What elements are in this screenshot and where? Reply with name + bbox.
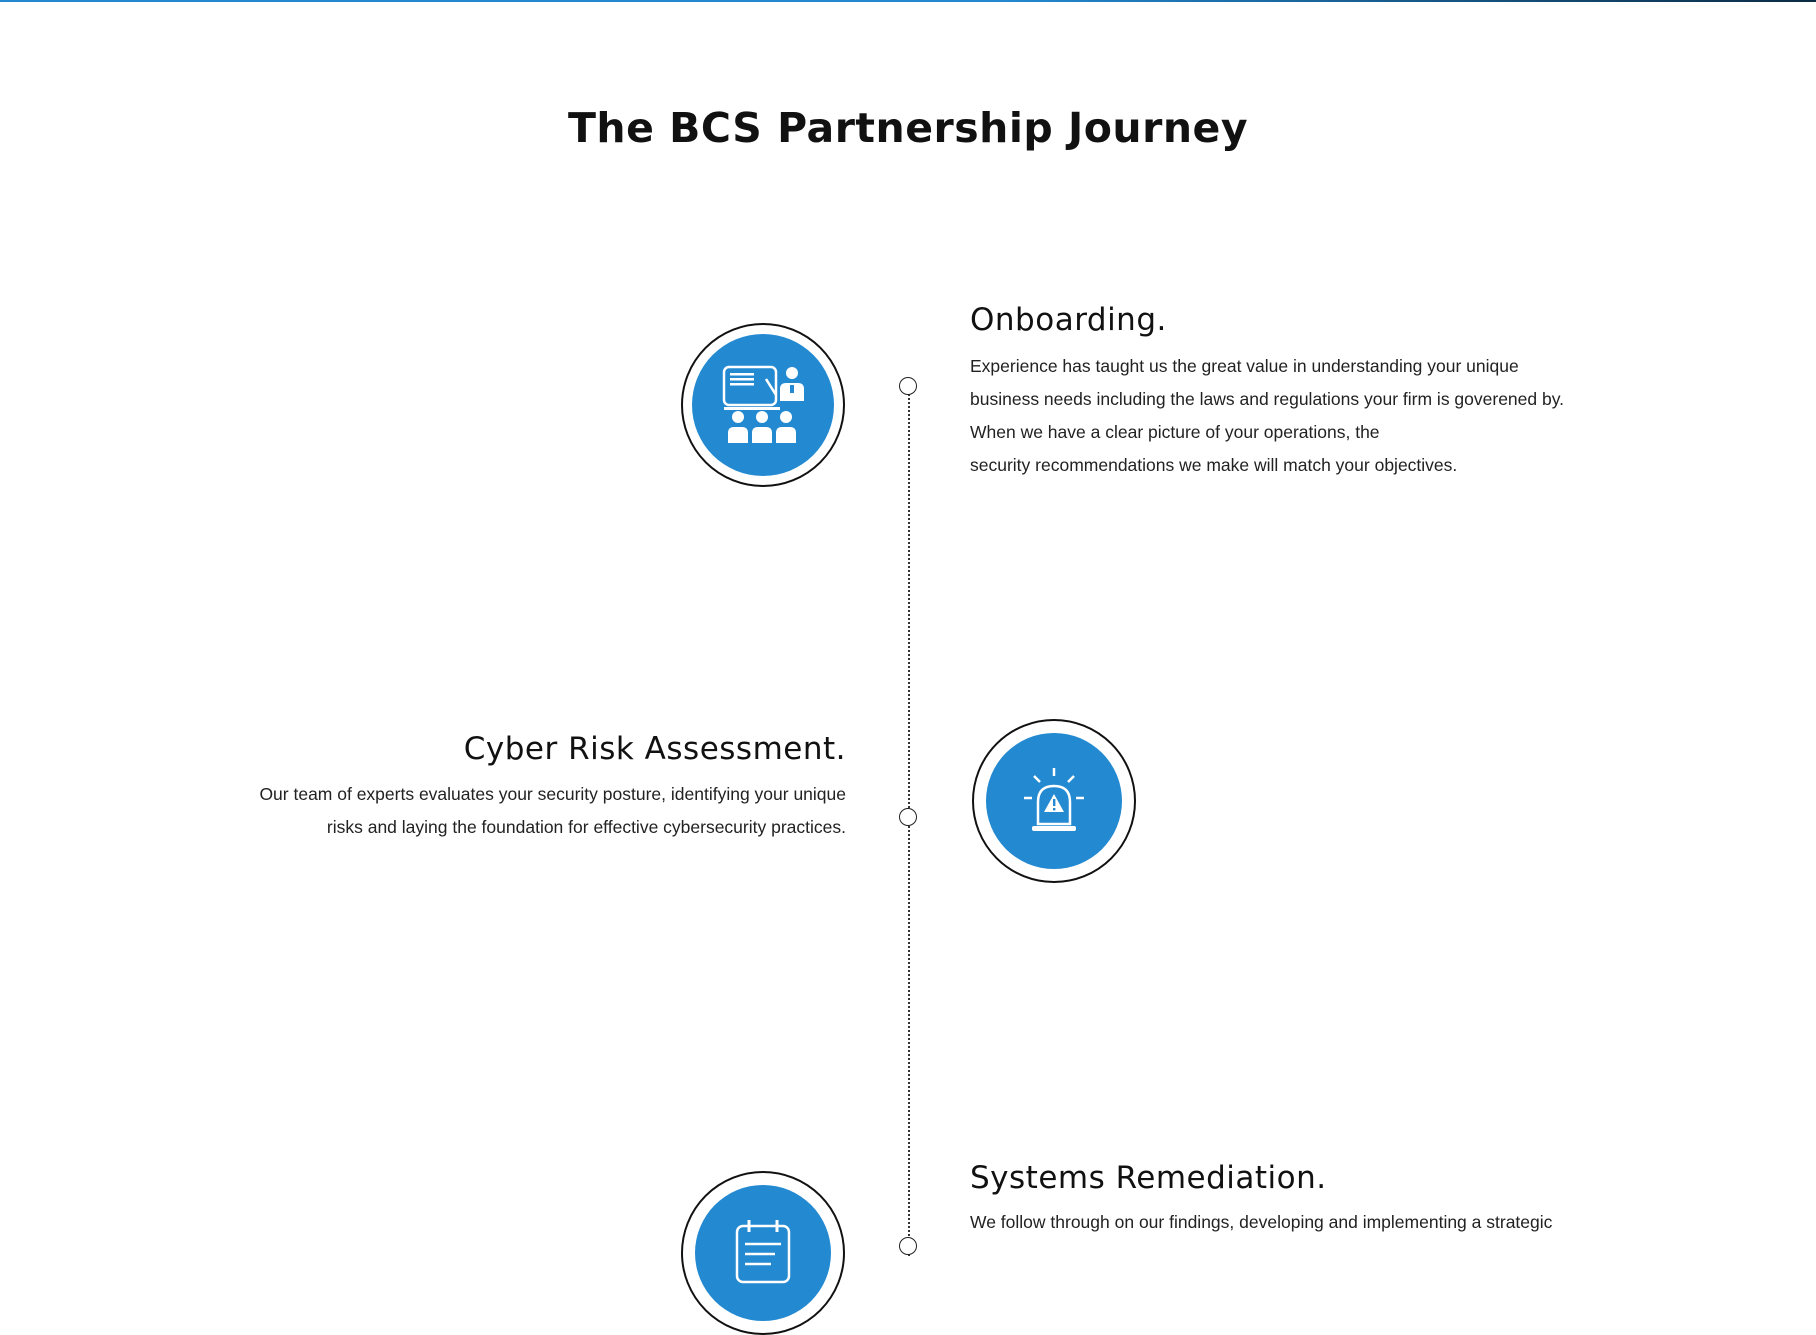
systems-remediation-icon-badge [681, 1171, 845, 1335]
presentation-icon [722, 365, 804, 443]
step-title-cyber-risk-assessment: Cyber Risk Assessment. [463, 731, 846, 767]
description-line: Our team of experts evaluates your secur… [259, 784, 846, 804]
timeline-node-systems-remediation [899, 1237, 917, 1255]
calendar-checklist-icon [735, 1220, 791, 1284]
description-line: risks and laying the foundation for effe… [326, 817, 846, 837]
step-description-systems-remediation: We follow through on our findings, devel… [970, 1206, 1552, 1239]
timeline-node-cyber-risk-assessment [899, 808, 917, 826]
description-line: We follow through on our findings, devel… [970, 1212, 1553, 1232]
onboarding-icon-badge [681, 323, 845, 487]
description-line: Experience has taught us the great value… [970, 356, 1519, 376]
description-line: When we have a clear picture of your ope… [970, 422, 1380, 442]
step-title-systems-remediation: Systems Remediation. [970, 1160, 1327, 1196]
description-line: security recommendations we make will ma… [970, 455, 1458, 475]
page-title: The BCS Partnership Journey [567, 104, 1249, 152]
top-accent-bar [0, 0, 1816, 2]
timeline-node-onboarding [899, 377, 917, 395]
alarm-siren-icon [1024, 768, 1084, 831]
step-description-cyber-risk-assessment: Our team of experts evaluates your secur… [259, 778, 846, 844]
step-title-onboarding: Onboarding. [970, 302, 1167, 338]
step-description-onboarding: Experience has taught us the great value… [970, 350, 1564, 482]
cyber-risk-icon-badge [972, 719, 1136, 883]
description-line: business needs including the laws and re… [970, 389, 1565, 409]
